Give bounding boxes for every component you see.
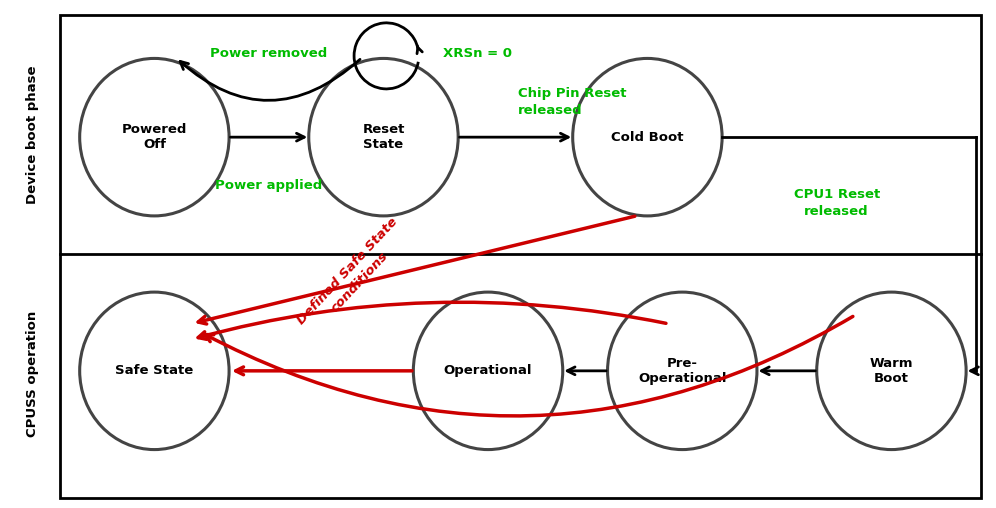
Text: XRSn = 0: XRSn = 0 [443,47,512,60]
Text: Operational: Operational [444,364,532,377]
Text: Powered
Off: Powered Off [122,123,187,151]
Text: Safe State: Safe State [116,364,193,377]
FancyArrowPatch shape [180,59,360,101]
Text: Warm
Boot: Warm Boot [870,357,913,385]
FancyArrowPatch shape [762,367,816,375]
Ellipse shape [413,292,563,450]
FancyArrowPatch shape [971,367,978,375]
Text: Power applied: Power applied [215,179,323,192]
Text: Cold Boot: Cold Boot [612,131,683,144]
Text: Defined Safe State
conditions: Defined Safe State conditions [295,215,412,338]
Ellipse shape [573,58,722,216]
FancyArrowPatch shape [230,133,304,141]
FancyArrowPatch shape [568,367,607,375]
Ellipse shape [817,292,966,450]
FancyArrowPatch shape [417,46,422,54]
FancyArrowPatch shape [205,316,853,416]
Text: Chip Pin Reset
released: Chip Pin Reset released [518,86,626,117]
Text: Device boot phase: Device boot phase [26,66,40,204]
Ellipse shape [80,292,229,450]
Text: Reset
State: Reset State [363,123,404,151]
Ellipse shape [80,58,229,216]
Text: Pre-
Operational: Pre- Operational [638,357,726,385]
Text: Power removed: Power removed [210,47,328,60]
Text: CPU1 Reset
released: CPU1 Reset released [794,188,879,218]
Text: CPUSS operation: CPUSS operation [26,310,40,436]
FancyArrowPatch shape [198,302,666,339]
Ellipse shape [608,292,757,450]
FancyArrowPatch shape [236,367,412,375]
Ellipse shape [309,58,458,216]
FancyArrowPatch shape [459,133,568,141]
FancyArrowPatch shape [198,216,634,324]
